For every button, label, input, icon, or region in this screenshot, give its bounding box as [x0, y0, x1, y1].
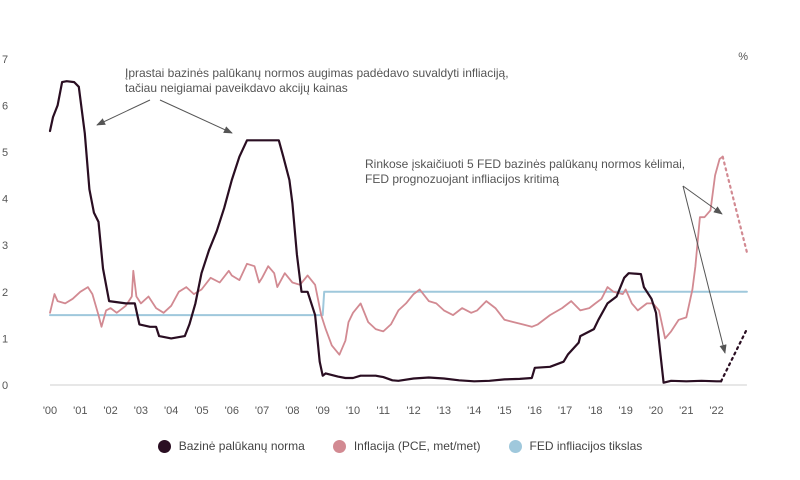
x-tick-label: '17 [558, 405, 572, 417]
legend-label-inflation: Inflacija (PCE, met/met) [353, 439, 481, 453]
legend-label-policy-rate: Bazinė palūkanų norma [178, 439, 305, 453]
legend-item-inflation: Inflacija (PCE, met/met) [332, 439, 481, 453]
x-tick-label: '08 [285, 405, 299, 417]
x-tick-label: '10 [346, 405, 360, 417]
annotation-arrow-policy-rate [682, 185, 727, 354]
y-tick-label: 5 [2, 147, 8, 159]
x-tick-label: '06 [225, 405, 239, 417]
x-tick-label: '05 [194, 405, 208, 417]
x-tick-label: '02 [103, 405, 117, 417]
x-tick-label: '16 [528, 405, 542, 417]
x-tick-label: '21 [679, 405, 693, 417]
annotation-arrow-2006 [159, 99, 233, 134]
projection-line-inflation [721, 155, 748, 254]
x-tick-label: '12 [406, 405, 420, 417]
y-tick-label: 6 [2, 100, 8, 112]
y-tick-label: 7 [2, 54, 8, 66]
x-tick-label: '11 [377, 405, 391, 417]
annotation-market-expectations-line: Rinkose įskaičiuoti 5 FED bazinės palūka… [365, 157, 685, 171]
x-tick-label: '04 [164, 405, 178, 417]
y-unit-label: % [738, 51, 748, 63]
annotation-rate-effect-line: Įprastai bazinės palūkanų normos augimas… [125, 66, 509, 80]
x-tick-label: '07 [255, 405, 269, 417]
legend-swatch-target [508, 439, 522, 453]
x-tick-label: '03 [134, 405, 148, 417]
x-tick-label: '13 [437, 405, 451, 417]
legend-item-policy-rate: Bazinė palūkanų norma [157, 439, 305, 453]
y-tick-label: 3 [2, 240, 8, 252]
x-tick-label: '18 [588, 405, 602, 417]
y-tick-label: 1 [2, 333, 8, 345]
y-tick-label: 0 [2, 380, 8, 392]
annotation-arrow-2000 [96, 99, 151, 126]
y-tick-label: 2 [2, 287, 8, 299]
legend-item-target: FED infliacijos tikslas [508, 439, 643, 453]
x-tick-label: '09 [316, 405, 330, 417]
annotation-arrow-inflation [682, 185, 723, 215]
x-tick-label: '14 [467, 405, 481, 417]
x-tick-label: '01 [73, 405, 87, 417]
series-line-fed-target [49, 290, 748, 317]
chart-legend: Bazinė palūkanų norma Inflacija (PCE, me… [0, 436, 800, 456]
x-tick-label: '19 [619, 405, 633, 417]
x-tick-label: '22 [709, 405, 723, 417]
x-tick-label: '00 [43, 405, 57, 417]
series-line-inflation [49, 155, 724, 356]
legend-swatch-policy-rate [157, 439, 171, 453]
annotation-market-expectations-line: FED prognozuojant infliacijos kritimą [365, 172, 559, 186]
y-tick-label: 4 [2, 194, 8, 206]
projection-line-policy-rate [720, 328, 748, 383]
legend-swatch-inflation [332, 439, 346, 453]
annotation-rate-effect-line: tačiau neigiamai paveikdavo akcijų kaina… [125, 81, 348, 95]
legend-label-target: FED infliacijos tikslas [529, 439, 643, 453]
series-line-policy-rate [48, 80, 723, 384]
chart-canvas: 0 1 2 3 4 5 6 7 % '00 '01 '02 '03 '04 '05 '06 '07 '08 '09 '… [2, 51, 748, 417]
x-tick-label: '20 [649, 405, 663, 417]
x-tick-label: '15 [497, 405, 511, 417]
